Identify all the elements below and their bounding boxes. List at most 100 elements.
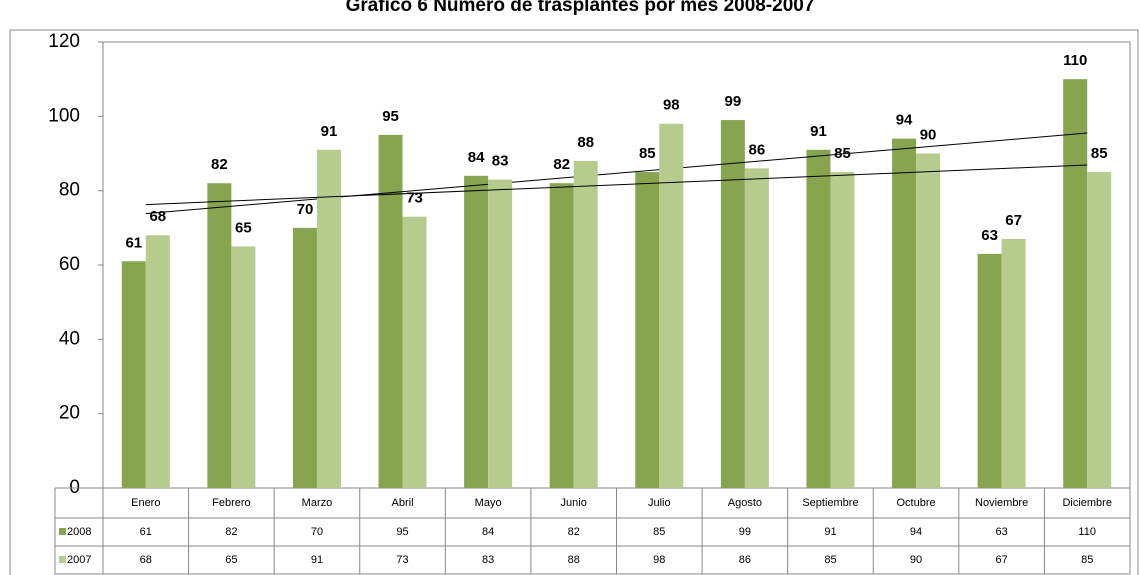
table-cell: 85: [653, 526, 665, 538]
bar: [464, 175, 489, 489]
data-label: 85: [639, 145, 656, 162]
bar: [573, 160, 598, 488]
bar: [977, 253, 1002, 488]
bar: [659, 123, 684, 489]
plot-area: [102, 41, 1131, 489]
data-label: 73: [406, 190, 423, 207]
x-tick-label: Enero: [131, 497, 160, 509]
table-cell: 83: [482, 554, 494, 566]
data-label: 68: [149, 208, 166, 225]
table-cell: 88: [568, 554, 580, 566]
chart-title: Gráfico 6 Número de trasplantes por mes …: [346, 0, 815, 16]
table-cell: 110: [1078, 526, 1096, 538]
data-label: 83: [492, 152, 509, 169]
bar: [231, 246, 256, 488]
table-cell: 82: [225, 526, 237, 538]
bar: [635, 172, 660, 489]
bar: [549, 183, 574, 488]
table-cell: 84: [482, 526, 494, 538]
x-tick-label: Noviembre: [975, 497, 1028, 509]
data-label: 95: [382, 108, 399, 125]
bar: [1001, 238, 1026, 488]
legend-swatch: [59, 528, 66, 535]
bar: [207, 183, 232, 488]
data-label: 88: [577, 134, 594, 151]
bar: [1063, 79, 1088, 489]
y-tick-label: 100: [48, 105, 80, 126]
data-label: 91: [321, 123, 338, 140]
table-cell: 86: [739, 554, 751, 566]
trend-line: [145, 164, 1088, 206]
data-label: 86: [749, 141, 766, 158]
data-label: 98: [663, 97, 680, 114]
x-tick-label: Agosto: [728, 497, 762, 509]
bar: [378, 134, 403, 488]
bar: [830, 172, 855, 489]
x-tick-label: Octubre: [896, 497, 935, 509]
y-tick-label: 80: [59, 180, 80, 201]
bar: [1087, 172, 1112, 489]
bar: [720, 120, 745, 489]
y-tick-label: 120: [48, 31, 80, 52]
data-label: 99: [725, 93, 742, 110]
y-tick-label: 60: [59, 254, 80, 275]
x-tick-label: Septiembre: [802, 497, 858, 509]
table-cell: 67: [996, 554, 1008, 566]
table-cell: 85: [1081, 554, 1093, 566]
x-tick-label: Diciembre: [1062, 497, 1112, 509]
x-tick-label: Mayo: [475, 497, 502, 509]
data-label: 65: [235, 219, 252, 236]
table-cell: 91: [824, 526, 836, 538]
data-label: 91: [810, 123, 827, 140]
data-label: 63: [981, 227, 998, 244]
chart-frame: [9, 29, 1139, 575]
data-label: 90: [920, 126, 937, 143]
x-tick-label: Julio: [648, 497, 671, 509]
legend-label: 2007: [67, 554, 91, 566]
x-tick-label: Abril: [392, 497, 414, 509]
bar: [316, 149, 341, 489]
table-cell: 73: [396, 554, 408, 566]
y-tick-label: 20: [59, 403, 80, 424]
bar: [916, 153, 941, 488]
data-label: 85: [834, 145, 851, 162]
data-label: 84: [468, 149, 485, 166]
table-cell: 63: [996, 526, 1008, 538]
x-tick-label: Marzo: [302, 497, 333, 509]
x-tick-label: Febrero: [212, 497, 251, 509]
data-label: 67: [1005, 212, 1022, 229]
table-cell: 70: [311, 526, 323, 538]
bar: [121, 261, 146, 488]
bar: [806, 149, 831, 489]
data-label: 94: [896, 112, 913, 129]
data-label: 70: [297, 201, 314, 218]
bar: [145, 235, 170, 488]
table-cell: 85: [824, 554, 836, 566]
data-label: 85: [1091, 145, 1108, 162]
table-cell: 68: [140, 554, 152, 566]
bar: [402, 216, 427, 488]
table-cell: 90: [910, 554, 922, 566]
bar: [892, 138, 917, 488]
table-cell: 99: [739, 526, 751, 538]
bar: [292, 227, 317, 489]
data-label: 82: [211, 156, 228, 173]
table-cell: 65: [225, 554, 237, 566]
table-cell: 94: [910, 526, 922, 538]
table-cell: 98: [653, 554, 665, 566]
data-label: 82: [553, 156, 570, 173]
data-label: 110: [1063, 52, 1087, 69]
table-cell: 95: [396, 526, 408, 538]
x-tick-label: Junio: [561, 497, 587, 509]
table-cell: 91: [311, 554, 323, 566]
data-label: 61: [125, 234, 142, 251]
bar: [744, 168, 769, 488]
legend-label: 2008: [67, 526, 91, 538]
table-cell: 82: [568, 526, 580, 538]
legend-swatch: [59, 556, 66, 563]
table-cell: 61: [140, 526, 152, 538]
bar: [488, 179, 513, 488]
y-tick-label: 40: [59, 328, 80, 349]
